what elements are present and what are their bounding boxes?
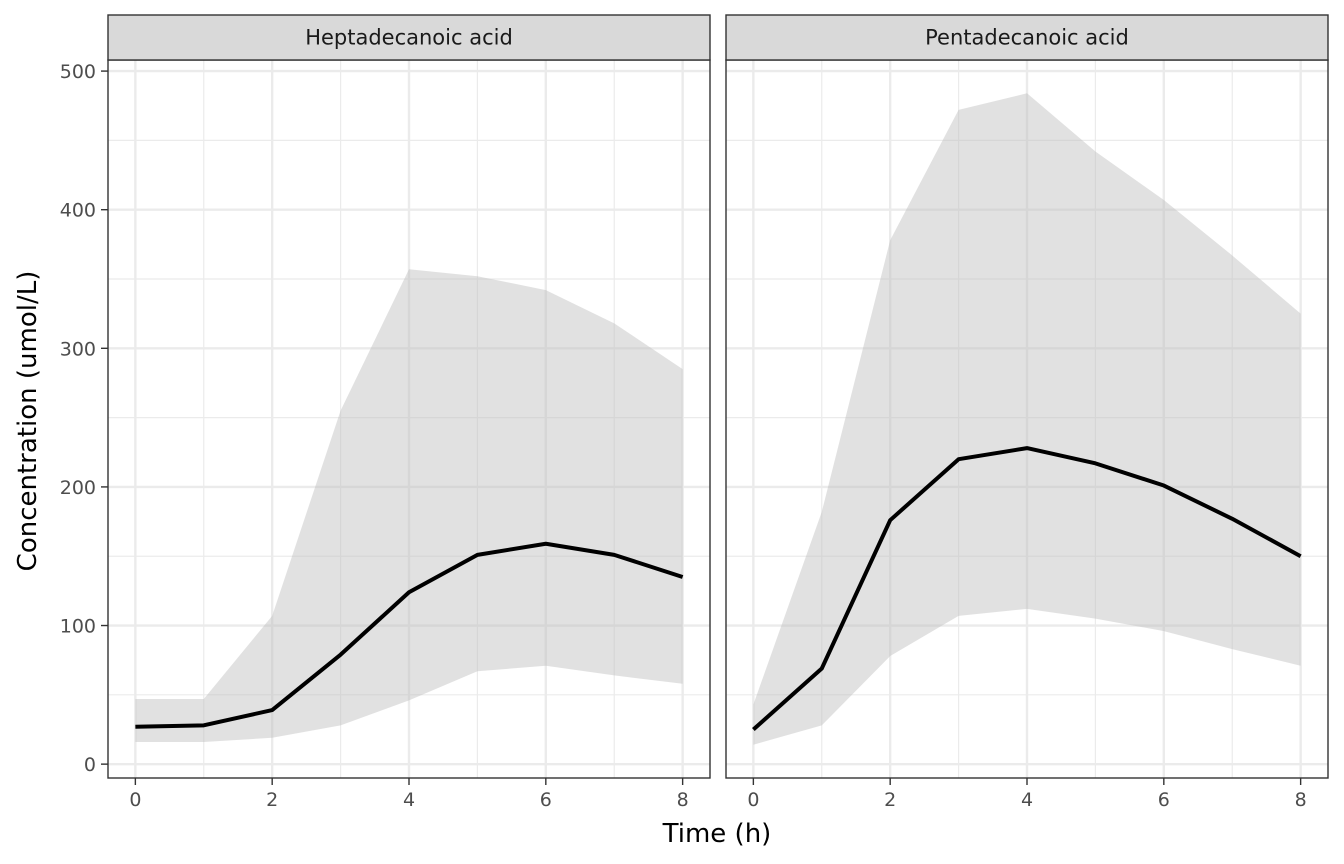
x-axis: 0 2 4 6 8 0 2 4 6 8 [129,778,1307,811]
x-axis-title: Time (h) [662,819,772,849]
x-tick-label: 2 [884,789,896,811]
facet-strip-label: Pentadecanoic acid [925,26,1129,50]
x-tick-label: 6 [540,789,552,811]
facet-strip-label: Heptadecanoic acid [305,26,513,50]
confidence-ribbon [753,93,1301,745]
y-tick-label: 100 [60,616,96,638]
y-tick-label: 500 [60,61,96,83]
panel-2: Pentadecanoic acid [725,14,1329,779]
confidence-ribbon [135,269,683,742]
x-tick-label: 4 [1021,789,1033,811]
x-tick-label: 8 [677,789,689,811]
y-axis-title: Concentration (umol/L) [13,271,43,572]
facet-strip [725,14,1329,61]
x-tick-label: 8 [1295,789,1307,811]
median-line [135,541,684,729]
y-tick-label: 0 [84,754,96,776]
y-tick-label: 400 [60,200,96,222]
panel-1: Heptadecanoic acid [107,14,711,779]
y-axis: 0 100 200 300 400 500 [60,61,108,776]
panels-layer: Heptadecanoic acid Pentadecanoic acid [107,14,1329,779]
x-tick-label: 2 [266,789,278,811]
x-tick-label: 0 [747,789,759,811]
x-tick-label: 6 [1158,789,1170,811]
x-tick-label: 4 [403,789,415,811]
facet-strip [107,14,711,61]
median-line [752,446,1302,731]
x-tick-label: 0 [129,789,141,811]
y-tick-label: 200 [60,477,96,499]
y-tick-label: 300 [60,338,96,360]
